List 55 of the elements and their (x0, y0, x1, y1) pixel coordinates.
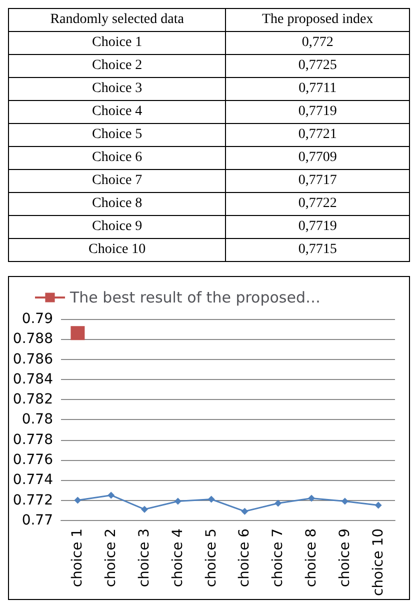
y-tick-label: 0.774 (12, 472, 54, 488)
text: 0,7719 (298, 219, 337, 234)
text: 0,7717 (298, 173, 337, 188)
y-tick-label: 0.786 (12, 351, 54, 368)
category-label: Choice 2 (8, 54, 226, 78)
text: 0,7715 (298, 242, 337, 257)
category-label: Choice 7 (8, 170, 226, 192)
x-tick-label: choice 6 (236, 528, 253, 588)
category-label: Choice 5 (8, 124, 226, 146)
text: 0,7725 (298, 58, 337, 73)
point (374, 502, 382, 509)
point (141, 506, 148, 513)
text: 0,7709 (298, 150, 337, 165)
legend-label: The best result of the proposed… (69, 288, 320, 306)
text: 0,7722 (298, 196, 337, 211)
point (241, 508, 248, 515)
category-label: Choice 10 (8, 238, 226, 262)
y-tick-label: 0.784 (12, 371, 54, 388)
point (74, 496, 82, 504)
category-label: Choice 8 (8, 192, 226, 216)
x-tick-label: choice 8 (304, 528, 320, 588)
y-tick-label: 0.79 (22, 311, 53, 327)
point (70, 326, 85, 340)
x-tick-label: choice 5 (203, 528, 220, 588)
text: The proposed index (226, 8, 410, 32)
point (274, 500, 282, 507)
x-tick-label: choice 3 (136, 528, 152, 588)
text: 0,772 (302, 35, 334, 50)
category-label: Choice 3 (8, 78, 226, 100)
text: 0,7711 (298, 81, 337, 96)
point (208, 496, 215, 503)
y-tick-label: 0.77 (22, 512, 53, 528)
point (341, 498, 348, 505)
x-tick-label: choice 4 (170, 528, 186, 588)
y-tick-label: 0.78 (22, 412, 53, 428)
y-tick-label: 0.778 (12, 432, 53, 448)
x-tick-label: choice 9 (336, 528, 353, 588)
y-tick-label: 0.776 (12, 452, 54, 468)
text: 0,7719 (298, 104, 337, 119)
x-tick-label: choice 2 (103, 528, 120, 588)
x-tick-label: choice 7 (270, 528, 286, 588)
y-tick-label: 0.772 (12, 492, 53, 508)
text: 0,7721 (298, 127, 337, 142)
x-tick-label: choice 1 (70, 528, 86, 588)
point (174, 498, 182, 505)
point (308, 494, 315, 502)
category-label: Choice 1 (8, 32, 226, 54)
x-tick-label: choice 10 (370, 528, 386, 596)
category-label: Choice 9 (8, 216, 226, 238)
category-label: Choice 6 (8, 146, 226, 170)
y-tick-label: 0.788 (12, 331, 53, 348)
category-label: Choice 4 (8, 100, 226, 124)
point (108, 492, 115, 499)
text: Randomly selected data (8, 8, 226, 32)
y-tick-label: 0.782 (12, 392, 53, 408)
